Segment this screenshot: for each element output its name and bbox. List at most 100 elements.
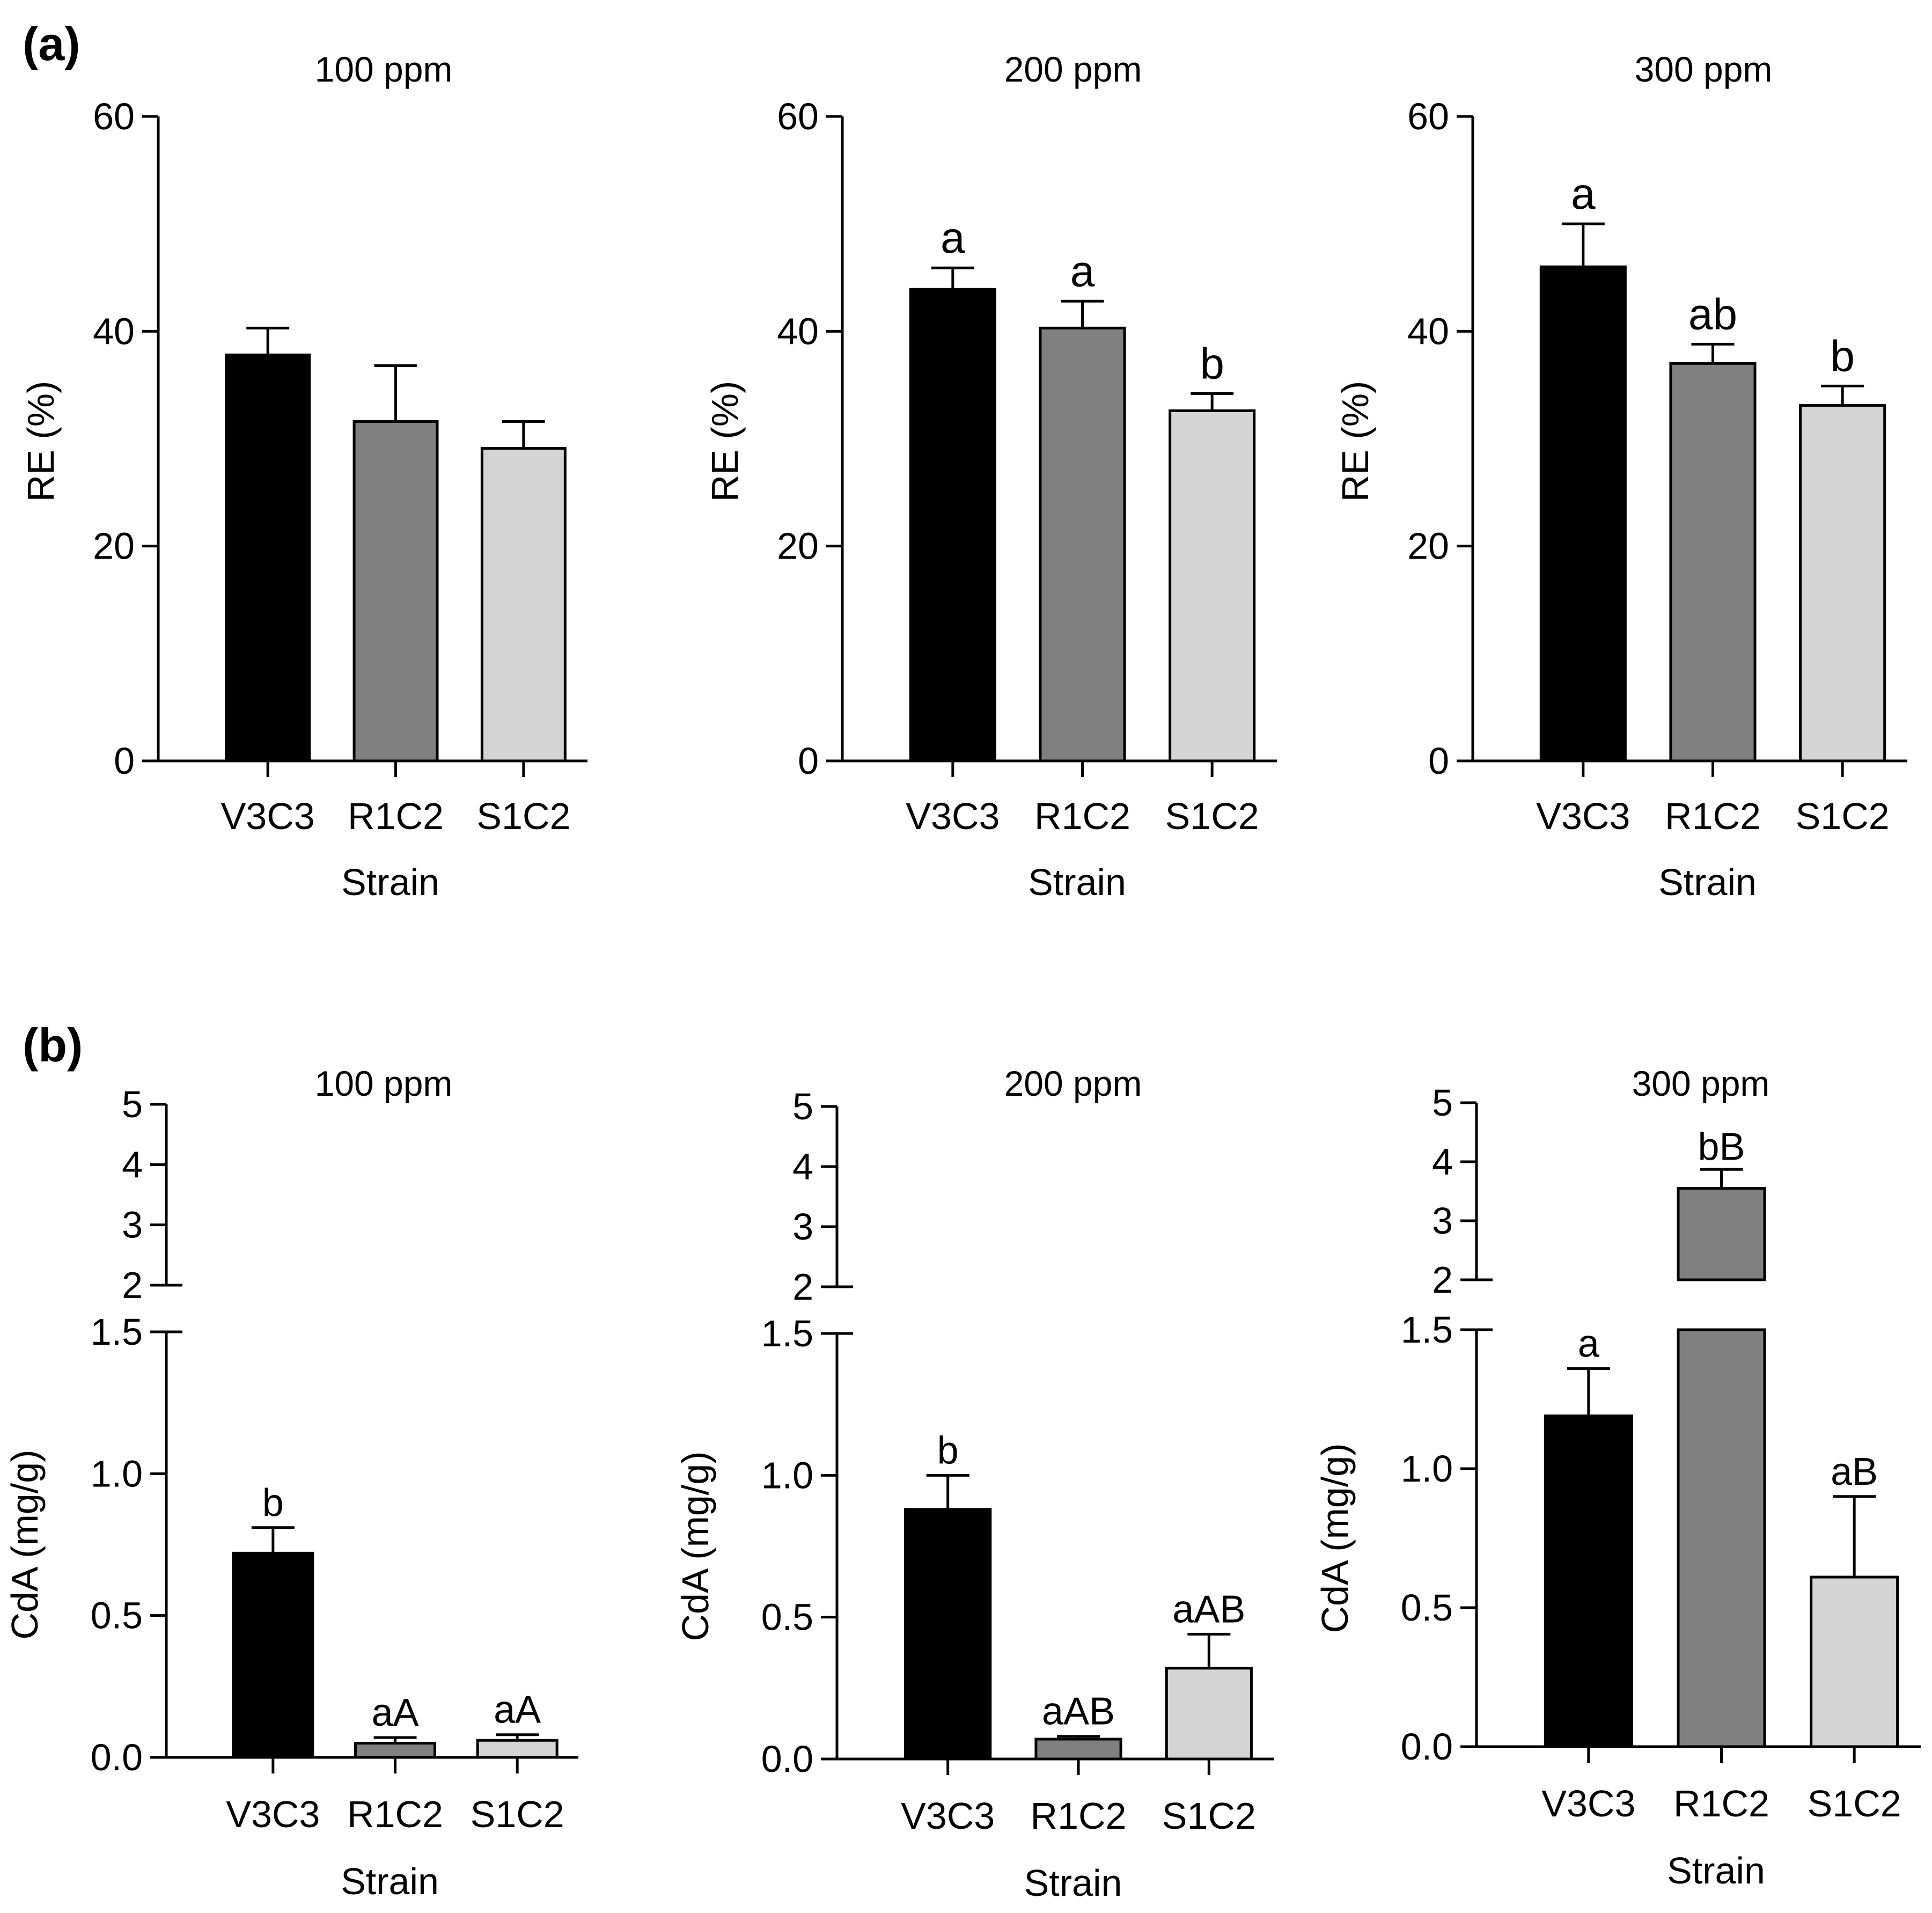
y-axis-title: RE (%) [704, 381, 746, 502]
bar-s1c2 [476, 1739, 559, 1759]
y-tick-label: 0.0 [1401, 1726, 1453, 1768]
x-tick-label: S1C2 [476, 795, 570, 837]
x-tick-label: S1C2 [1165, 795, 1259, 837]
significance-label: a [1070, 247, 1095, 296]
significance-label: b [1830, 332, 1855, 380]
x-axis-title: Strain [1024, 1862, 1122, 1904]
bar-r1c2-upper [1677, 1187, 1766, 1281]
bar-r1c2 [352, 420, 439, 763]
y-tick-label: 1.0 [1401, 1448, 1453, 1490]
y-tick-label: 1.0 [91, 1453, 143, 1494]
y-axis-title: CdA (mg/g) [1314, 1443, 1356, 1633]
chart-cda-2: 200 ppm 0.0 0.5 1.0 1.5 2 3 4 5 CdA (mg/g) Strain V… [674, 1064, 1274, 1904]
y-tick-label: 0.5 [1401, 1587, 1453, 1629]
y-tick-label: 1.5 [1401, 1309, 1453, 1351]
x-axis-title: Strain [341, 1860, 439, 1902]
y-tick-label: 3 [792, 1206, 813, 1248]
y-tick-label: 0 [114, 740, 135, 782]
significance-label: aAB [1042, 1690, 1115, 1733]
x-tick-label: R1C2 [347, 1793, 443, 1835]
significance-label: aA [371, 1691, 418, 1734]
y-tick-label: 5 [792, 1086, 813, 1127]
x-tick-label: V3C3 [226, 1793, 320, 1835]
bar-v3c3 [904, 1508, 992, 1761]
y-tick-label: 2 [792, 1266, 813, 1308]
y-tick-label: 60 [1407, 96, 1449, 137]
y-tick-label: 0 [798, 740, 819, 782]
y-tick-label: 5 [1432, 1082, 1453, 1124]
x-tick-label: V3C3 [1536, 795, 1630, 837]
x-tick-label: R1C2 [1034, 795, 1130, 837]
x-tick-label: V3C3 [221, 795, 315, 837]
bar-v3c3 [225, 353, 311, 763]
chart-title: 300 ppm [1635, 49, 1773, 89]
significance-label: a [1578, 1323, 1600, 1366]
x-axis-title: Strain [1028, 861, 1126, 903]
chart-title: 200 ppm [1004, 49, 1142, 89]
y-tick-label: 1.5 [91, 1311, 143, 1353]
x-tick-label: R1C2 [1031, 1795, 1127, 1837]
x-axis-title: Strain [341, 861, 439, 903]
bar-v3c3 [232, 1551, 314, 1759]
significance-label: b [937, 1429, 959, 1472]
bar-v3c3 [1539, 265, 1627, 763]
significance-label: aAB [1172, 1588, 1245, 1631]
panel-label-b: (b) [23, 1018, 83, 1072]
y-tick-label: 60 [93, 96, 135, 137]
bar-s1c2 [1810, 1575, 1899, 1748]
y-tick-label: 4 [1432, 1141, 1453, 1183]
y-tick-label: 40 [777, 310, 819, 352]
y-tick-label: 0 [1428, 740, 1449, 782]
chart-title: 100 ppm [315, 49, 453, 89]
y-tick-label: 3 [122, 1204, 143, 1246]
y-tick-label: 1.5 [761, 1313, 813, 1354]
y-tick-label: 20 [1407, 525, 1449, 567]
chart-cda-3: 300 ppm 0.0 0.5 1.0 1.5 2 3 4 5 CdA (mg/g) Strain V… [1314, 1064, 1921, 1892]
y-axis-title: RE (%) [1334, 381, 1376, 502]
chart-title: 100 ppm [315, 1064, 453, 1103]
bar-r1c2-lower [1677, 1328, 1766, 1748]
chart-re-1: 100 ppm 0 20 40 60 RE (%) Strain V3C3 R1C2 S1C2 [20, 49, 587, 903]
chart-re-2: 200 ppm 0 20 40 60 RE (%) Strain V3C3 a R1C2 a S1C2… [704, 49, 1277, 903]
x-axis-title: Strain [1658, 861, 1757, 903]
significance-label: a [941, 214, 965, 262]
x-tick-label: V3C3 [901, 1795, 995, 1837]
x-axis-title: Strain [1667, 1850, 1765, 1892]
y-tick-label: 20 [777, 525, 819, 567]
y-axis-title: CdA (mg/g) [4, 1450, 46, 1640]
y-tick-label: 0.5 [91, 1595, 143, 1637]
bar-s1c2 [480, 447, 567, 763]
x-tick-label: S1C2 [1162, 1795, 1256, 1837]
x-tick-label: S1C2 [471, 1793, 564, 1835]
x-tick-label: R1C2 [348, 795, 444, 837]
y-tick-label: 5 [122, 1083, 143, 1125]
significance-label: a [1571, 170, 1596, 218]
bar-s1c2 [1169, 409, 1256, 763]
chart-re-3: 300 ppm 0 20 40 60 RE (%) Strain V3C3 a R1C2 ab S1C… [1334, 49, 1907, 903]
x-tick-label: S1C2 [1808, 1783, 1901, 1824]
y-tick-label: 2 [1432, 1259, 1453, 1301]
significance-label: aA [494, 1689, 541, 1732]
chart-title: 300 ppm [1632, 1064, 1770, 1103]
y-tick-label: 40 [93, 310, 135, 352]
y-tick-label: 60 [777, 96, 819, 137]
chart-title: 200 ppm [1004, 1064, 1142, 1103]
bar-v3c3 [909, 288, 996, 763]
significance-label: bB [1698, 1125, 1745, 1168]
y-tick-label: 4 [792, 1146, 813, 1188]
y-tick-label: 20 [93, 525, 135, 567]
y-tick-label: 4 [122, 1144, 143, 1185]
chart-cda-1: 100 ppm 0.0 0.5 1.0 1.5 2 3 4 5 CdA (mg/g) Strain V… [4, 1064, 578, 1902]
y-tick-label: 0.5 [761, 1596, 813, 1638]
significance-label: b [262, 1482, 284, 1524]
x-tick-label: V3C3 [906, 795, 1000, 837]
bar-s1c2 [1165, 1667, 1253, 1761]
bar-r1c2 [354, 1742, 436, 1759]
bar-r1c2 [1669, 362, 1757, 763]
y-tick-label: 1.0 [761, 1454, 813, 1496]
y-tick-label: 0.0 [761, 1738, 813, 1780]
y-tick-label: 0.0 [91, 1736, 143, 1778]
significance-label: aB [1831, 1450, 1878, 1493]
